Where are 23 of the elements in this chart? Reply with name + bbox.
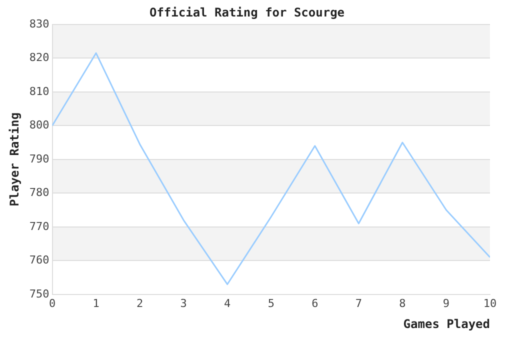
x-axis-title: Games Played — [403, 316, 490, 331]
x-tick-label: 7 — [355, 296, 362, 310]
x-tick-label: 5 — [268, 296, 274, 310]
chart-title: Official Rating for Scourge — [149, 5, 345, 20]
y-tick-label: 830 — [29, 17, 50, 30]
x-tick-label: 0 — [48, 296, 56, 310]
y-tick-label: 820 — [29, 51, 50, 64]
y-tick-label: 800 — [29, 118, 50, 132]
y-tick-label: 760 — [29, 254, 50, 267]
x-tick-label: 1 — [92, 296, 100, 310]
x-tick-label: 3 — [180, 296, 187, 310]
y-axis-title: Player Rating — [7, 112, 22, 206]
y-tick-label: 790 — [29, 152, 50, 166]
y-tick-label: 780 — [29, 186, 50, 200]
x-tick-label: 2 — [136, 296, 144, 310]
y-tick-label: 770 — [29, 220, 50, 233]
x-tick-label: 10 — [483, 296, 497, 310]
x-tick-label: 6 — [312, 296, 318, 310]
y-tick-label: 750 — [29, 287, 50, 300]
y-tick-label: 810 — [29, 84, 50, 98]
x-tick-label: 4 — [224, 296, 232, 310]
x-tick-label: 8 — [399, 296, 406, 310]
x-tick-label: 9 — [442, 296, 450, 310]
